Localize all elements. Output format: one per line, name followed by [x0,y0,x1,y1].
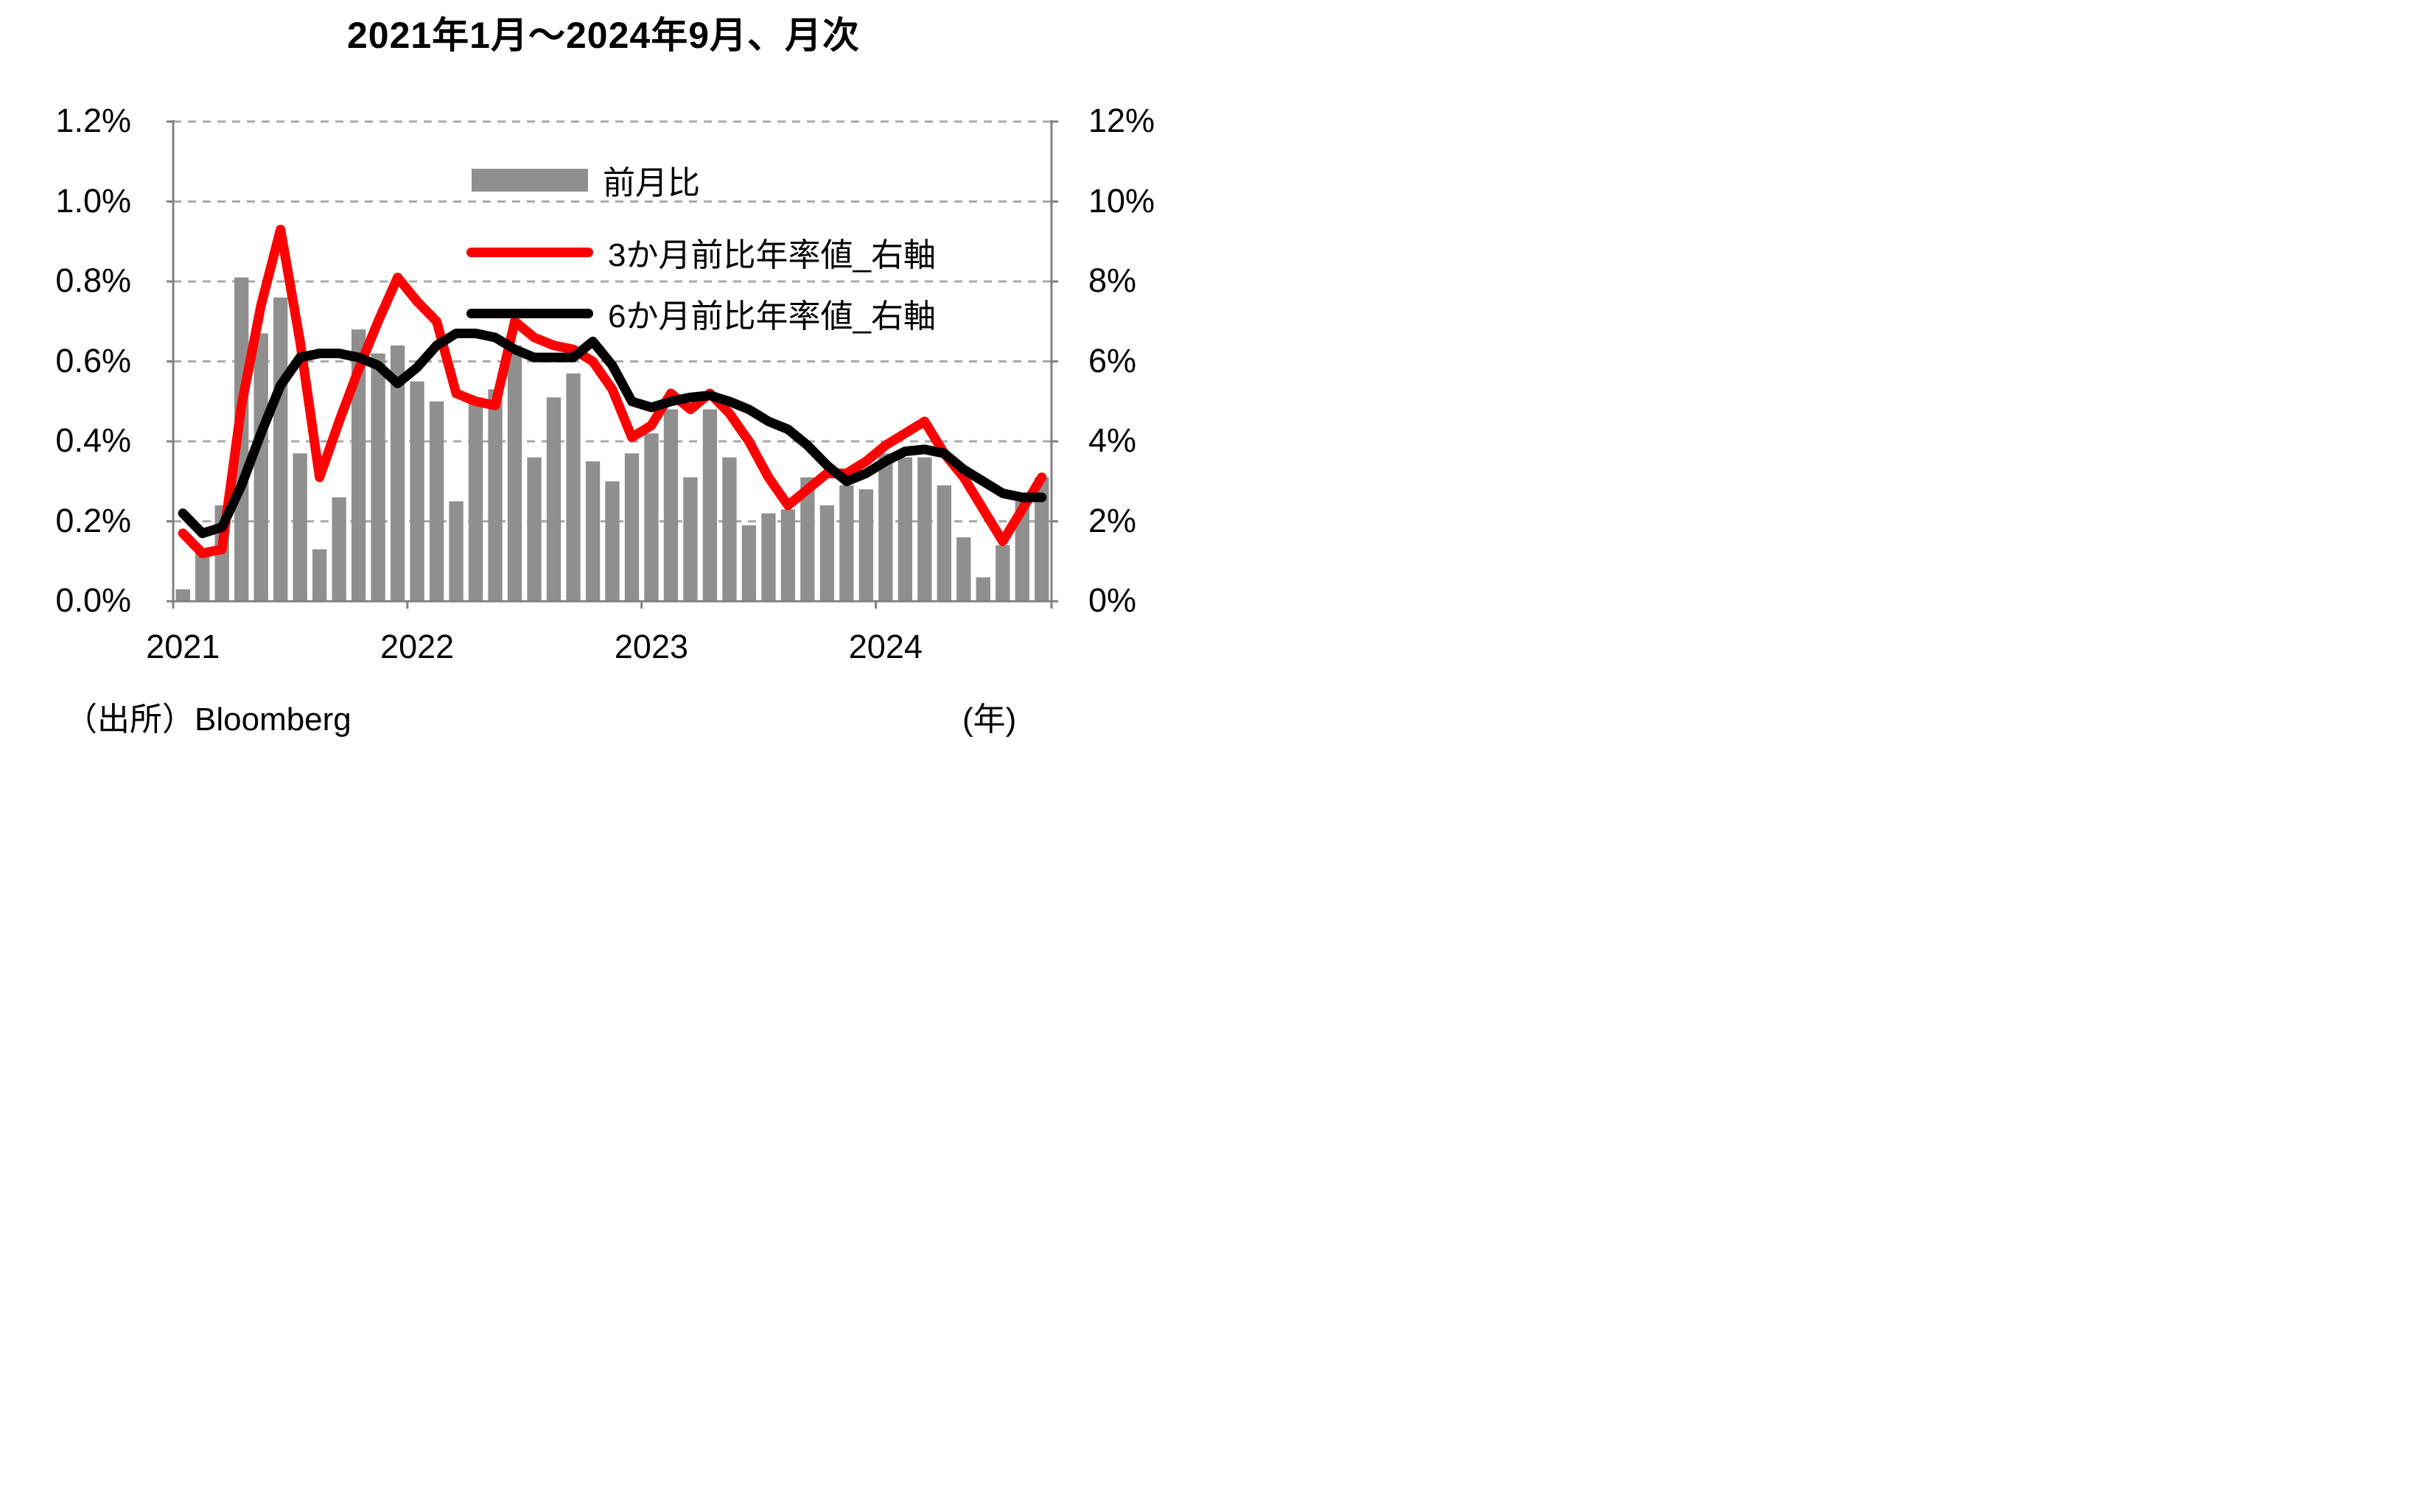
bar [273,297,288,601]
legend-label: 前月比 [603,165,700,201]
right-axis-tick-label: 8% [1088,262,1137,299]
left-axis-tick-label: 0.0% [55,581,131,619]
x-axis-year-label: 2021 [146,628,220,665]
black-line-swatch [466,308,593,318]
bar [605,481,620,601]
x-axis-unit-note: (年) [962,701,1017,738]
legend-item-line-3m: 3か月前比年率値_右軸 [466,228,936,276]
bar [898,457,913,601]
bar [1015,501,1029,601]
x-axis-year-label: 2023 [614,628,689,665]
bar [546,397,561,601]
left-axis-tick-label: 0.2% [55,501,131,539]
source-note: （出所）Bloomberg [65,701,351,738]
bar [312,549,327,601]
left-axis-tick-label: 0.8% [55,262,131,299]
chart-title: 2021年1月～2024年9月、月次 [346,15,861,56]
bar [956,537,971,601]
bar [175,589,190,601]
bar [702,409,718,601]
right-axis-tick-label: 2% [1088,501,1137,539]
bar [507,345,522,601]
bar [996,545,1010,601]
bar [937,485,951,601]
left-axis-tick-label: 1.0% [55,181,131,220]
line-6m [178,329,1047,539]
bar [1035,477,1049,601]
bar [429,401,444,601]
line-3m [178,225,1047,559]
bar [410,381,424,601]
chart-plot-area [167,120,1058,609]
x-axis-year-label: 2022 [380,628,455,665]
bar [332,497,346,601]
right-axis-tick-label: 10% [1088,181,1155,220]
left-axis-tick-label: 0.6% [55,341,131,379]
right-axis-tick-label: 6% [1088,341,1137,379]
bar [566,373,581,601]
bar [800,477,815,601]
bar [858,489,874,601]
bar [449,501,463,601]
right-axis-tick-label: 12% [1088,102,1155,139]
bar [585,461,601,601]
right-axis-tick-label: 4% [1088,421,1137,459]
bar [390,345,405,601]
legend-item-bar: 前月比 [472,156,700,203]
chart-canvas: 2021年1月～2024年9月、月次 0.0% 0.2% 0.4% 0.6% 0.8% 1… [0,0,1207,756]
bar [253,333,268,601]
legend-label: 6か月前比年率値_右軸 [608,298,936,335]
bar [741,525,757,601]
left-axis-tick-label: 1.2% [55,102,131,139]
legend-item-line-6m: 6か月前比年率値_右軸 [466,290,936,337]
bar [488,389,503,601]
bar [819,505,835,601]
x-axis-year-label: 2024 [848,628,923,665]
bar [351,329,366,601]
bar [624,453,640,601]
bar [722,457,737,601]
bar-series-swatch [472,168,588,192]
bar [780,509,796,601]
bar [878,453,893,601]
bar [644,433,659,601]
bar [293,453,307,601]
bar [527,457,542,601]
bar [839,485,854,601]
bar [663,409,679,601]
bar [468,397,483,601]
bar [371,353,385,601]
right-axis-tick-label: 0% [1088,581,1137,619]
red-line-swatch [466,247,593,257]
left-axis-tick-label: 0.4% [55,421,131,459]
bar [917,457,932,601]
bar [761,513,776,601]
bar [683,477,698,601]
bar [976,577,990,601]
bar [195,553,210,601]
legend-label: 3か月前比年率値_右軸 [608,237,936,273]
